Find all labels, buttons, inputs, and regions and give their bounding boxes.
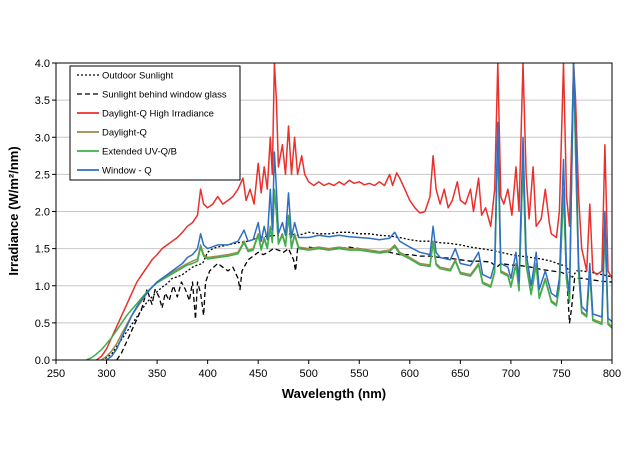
y-tick-label: 3.5: [35, 95, 50, 107]
series-line-3: [95, 63, 612, 360]
x-tick-label: 400: [198, 368, 216, 380]
legend-label: Outdoor Sunlight: [102, 71, 174, 82]
x-tick-label: 600: [401, 368, 419, 380]
x-tick-label: 350: [148, 368, 166, 380]
y-tick-label: 2.0: [35, 207, 50, 219]
legend: Outdoor Sunlight Sunlight behind window g…: [69, 65, 241, 181]
legend-label: Sunlight behind window glass: [102, 90, 227, 101]
x-tick-label: 250: [47, 368, 65, 380]
series-line-6: [106, 63, 612, 360]
y-tick-label: 2.5: [35, 169, 50, 181]
x-tick-label: 650: [451, 368, 469, 380]
y-tick-label: 0.0: [35, 355, 50, 367]
legend-label: Daylight-Q High Irradiance: [102, 109, 214, 120]
y-axis-ticks: 0.0 0.5 1.0 1.5 2.0 2.5 3.0 3.5 4.0: [35, 58, 56, 367]
x-tick-label: 300: [97, 368, 115, 380]
x-tick-label: 450: [249, 368, 267, 380]
y-tick-label: 3.0: [35, 132, 50, 144]
x-axis-label: Wavelength (nm): [282, 386, 386, 401]
x-tick-label: 700: [502, 368, 520, 380]
y-tick-label: 1.0: [35, 281, 50, 293]
x-tick-label: 550: [350, 368, 368, 380]
y-tick-label: 4.0: [35, 58, 50, 70]
legend-label: Window - Q: [102, 166, 152, 177]
y-tick-label: 1.5: [35, 244, 50, 256]
legend-label: Daylight-Q: [102, 128, 147, 139]
y-axis-label: Irradiance (W/m²/nm): [6, 146, 21, 275]
legend-label: Extended UV-Q/B: [102, 147, 177, 158]
series-line-1: [101, 231, 612, 360]
series-layer: [86, 63, 612, 360]
y-tick-label: 0.5: [35, 318, 50, 330]
legend-box: [69, 65, 241, 181]
series-line-5: [86, 63, 612, 360]
x-tick-label: 750: [552, 368, 570, 380]
x-tick-label: 500: [300, 368, 318, 380]
x-axis-ticks: 250 300 350 400 450 500 550 600 650 700 750 800: [47, 360, 621, 380]
x-tick-label: 800: [603, 368, 621, 380]
series-line-2: [116, 246, 612, 360]
